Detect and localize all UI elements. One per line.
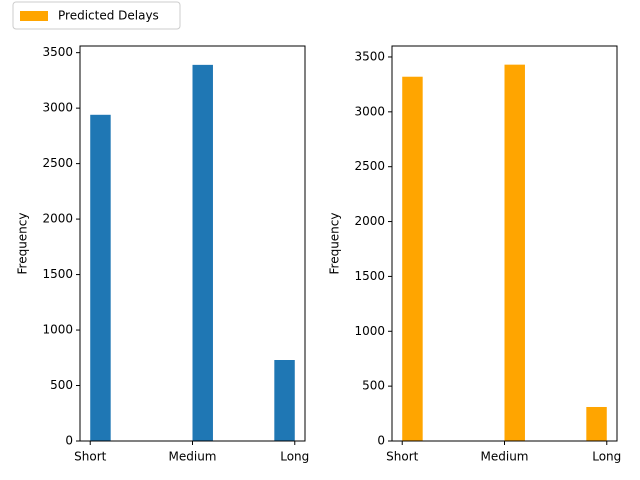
legend-label: Predicted Delays (58, 9, 159, 23)
y-tick-label: 0 (377, 434, 385, 448)
y-tick-label: 500 (50, 378, 73, 392)
y-tick-label: 0 (65, 434, 73, 448)
x-tick-label: Long (592, 450, 621, 464)
bar (402, 76, 423, 441)
legend-swatch (20, 11, 48, 21)
x-tick-label: Long (280, 450, 309, 464)
y-tick-label: 500 (362, 379, 385, 393)
y-tick-label: 2500 (354, 159, 385, 173)
x-tick-label: Short (74, 450, 106, 464)
y-tick-label: 1000 (354, 324, 385, 338)
x-tick-label: Short (386, 450, 418, 464)
bar (504, 64, 525, 442)
y-tick-label: 3500 (354, 49, 385, 63)
bar (90, 114, 111, 441)
x-tick-label: Medium (169, 450, 217, 464)
y-tick-label: 2000 (42, 212, 73, 226)
legend-box (12, 1, 181, 30)
y-tick-label: 3000 (354, 104, 385, 118)
bar (192, 64, 213, 441)
y-tick-label: 2500 (42, 156, 73, 170)
y-tick-label: 1500 (354, 269, 385, 283)
y-tick-label: 3500 (42, 45, 73, 59)
bar (586, 406, 607, 441)
x-tick-label: Medium (481, 450, 529, 464)
y-tick-label: 1000 (42, 323, 73, 337)
y-tick-label: 1500 (42, 267, 73, 281)
y-tick-label: 2000 (354, 214, 385, 228)
y-axis-label: Frequency (16, 213, 30, 275)
y-tick-label: 3000 (42, 101, 73, 115)
bar (274, 360, 295, 441)
y-axis-label: Frequency (328, 213, 342, 275)
